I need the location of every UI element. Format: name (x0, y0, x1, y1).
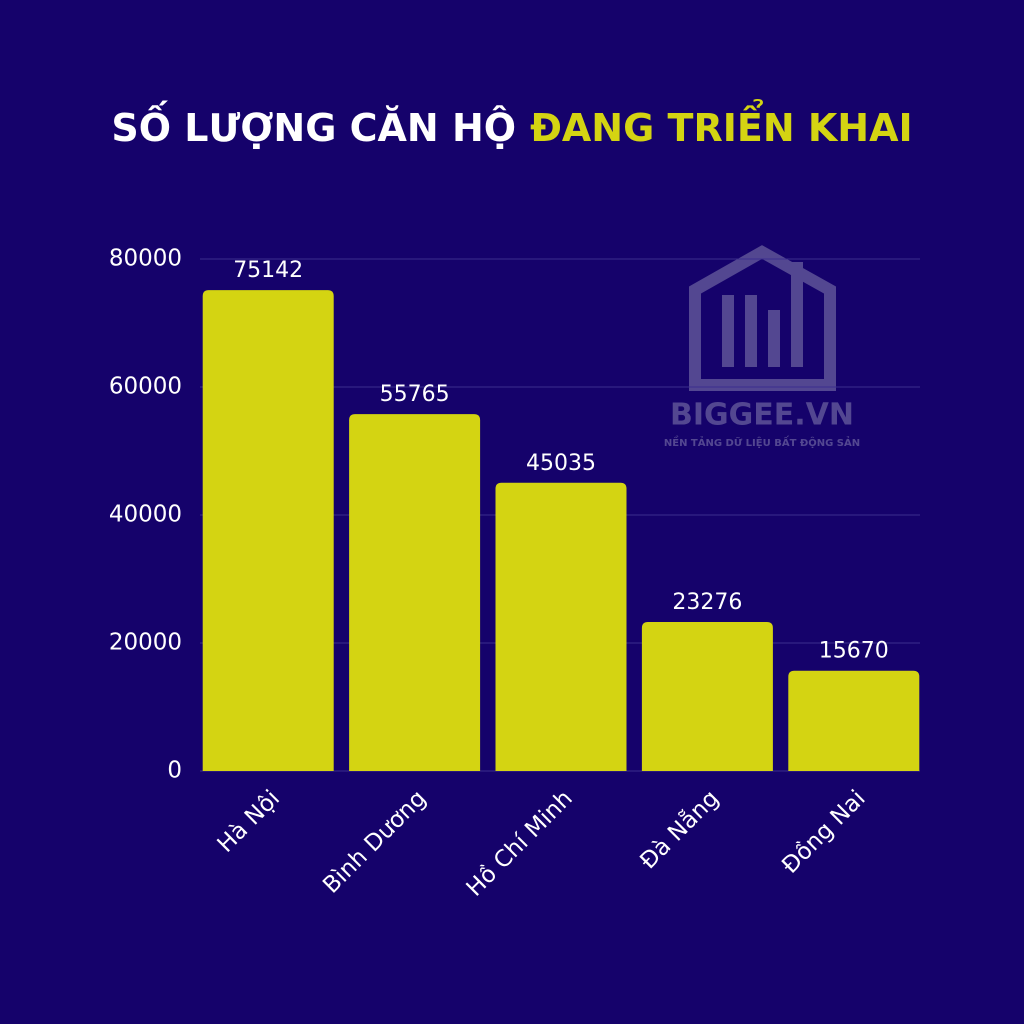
watermark-icon (791, 262, 803, 367)
watermark-tagline: NỀN TẢNG DỮ LIỆU BẤT ĐỘNG SẢN (664, 434, 860, 449)
watermark-icon (689, 245, 836, 391)
watermark-icon (768, 310, 780, 367)
value-label: 75142 (233, 258, 303, 283)
y-tick-label: 60000 (109, 374, 182, 400)
bar (641, 622, 773, 771)
y-tick-label: 20000 (109, 630, 182, 656)
bar (788, 670, 920, 771)
watermark-name: BIGGEE.VN (670, 398, 854, 433)
y-tick-label: 80000 (109, 246, 182, 272)
watermark-icon (722, 295, 734, 367)
watermark-icon (745, 295, 757, 367)
bar (495, 482, 627, 771)
watermark: BIGGEE.VN NỀN TẢNG DỮ LIỆU BẤT ĐỘNG SẢN (664, 245, 860, 449)
y-tick-label: 0 (167, 758, 182, 784)
value-label: 45035 (526, 451, 596, 476)
value-label: 15670 (819, 639, 889, 664)
title-highlight: ĐANG TRIỂN KHAI (530, 100, 913, 150)
bar (349, 414, 481, 771)
value-label: 23276 (672, 590, 742, 615)
bar (202, 290, 334, 771)
chart-title: SỐ LƯỢNG CĂN HỘ ĐANG TRIỂN KHAI (111, 100, 912, 150)
value-label: 55765 (380, 382, 450, 407)
title-main: SỐ LƯỢNG CĂN HỘ (111, 101, 516, 150)
y-tick-label: 40000 (109, 502, 182, 528)
